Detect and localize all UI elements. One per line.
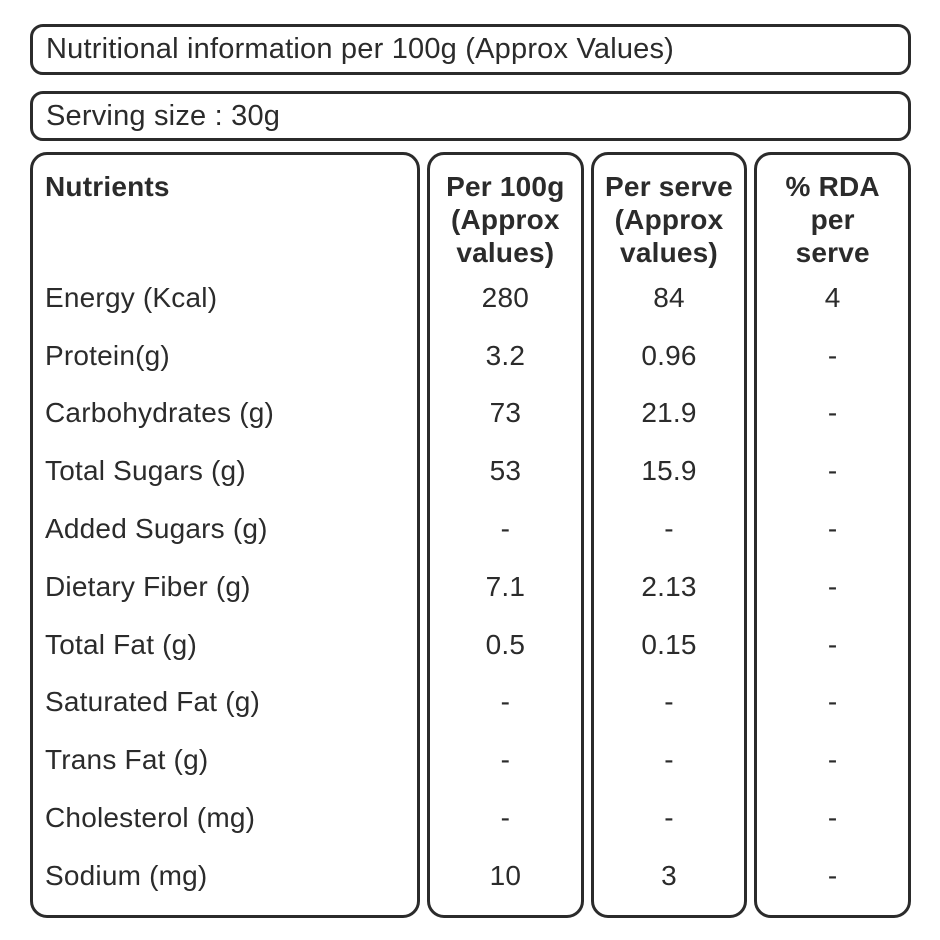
nutrient-label: Total Sugars (g)	[45, 455, 246, 487]
nutrient-label: Added Sugars (g)	[45, 513, 268, 545]
nutrient-value: 84	[653, 281, 685, 313]
nutrient-value: 15.9	[641, 455, 697, 487]
nutrient-value: -	[827, 455, 838, 487]
nutrient-value: -	[827, 628, 838, 660]
nutrient-value: 0.96	[641, 339, 697, 371]
nutrient-value: 53	[489, 455, 522, 487]
nutrient-value: 73	[489, 397, 522, 429]
nutrient-label: Carbohydrates (g)	[45, 397, 275, 429]
nutrient-value: 280	[481, 281, 529, 313]
nutrient-value: -	[500, 686, 511, 718]
nutrient-value: -	[827, 859, 838, 891]
nutrient-value: -	[664, 802, 674, 834]
nutrient-value: -	[827, 397, 838, 429]
nutrient-value: -	[664, 744, 674, 776]
nutrient-value: -	[827, 744, 838, 776]
nutrient-value: 3.2	[485, 339, 526, 371]
column-per-serve: Per serve (Approx values) 84 0.96 21.9 15.9…	[590, 152, 748, 918]
nutrient-value: -	[827, 802, 838, 834]
nutrient-label: Saturated Fat (g)	[45, 686, 261, 718]
nutrient-value: -	[827, 339, 838, 371]
header-line-per-serve-2: (Approx	[614, 204, 724, 235]
column-body-per-100g: 280 3.2 73 53 - 7.1 0.5 - - - 10	[430, 269, 581, 905]
nutrient-value: 3	[661, 859, 677, 891]
nutrient-value: 2.13	[641, 570, 697, 602]
header-text-nutrients: Nutrients	[45, 171, 170, 202]
nutrient-value: -	[827, 513, 838, 545]
serving-size-banner: Serving size : 30g	[30, 91, 911, 141]
column-header-per-serve: Per serve (Approx values)	[594, 155, 745, 269]
column-header-nutrients: Nutrients	[33, 155, 417, 269]
nutrition-info-banner: Nutritional information per 100g (Approx…	[30, 24, 911, 75]
header-line-per-100g-2: (Approx	[450, 204, 560, 235]
nutrient-value: -	[664, 686, 674, 718]
header-line-per-100g-3: values)	[456, 237, 555, 268]
column-body-nutrients: Energy (Kcal) Protein(g) Carbohydrates (g)…	[33, 269, 417, 905]
nutrient-value: 0.5	[485, 628, 526, 660]
nutrient-value: -	[827, 686, 838, 718]
column-body-per-serve: 84 0.96 21.9 15.9 - 2.13 0.15 - - - 3	[594, 269, 745, 905]
header-line-per-serve-1: Per serve	[605, 171, 733, 202]
nutrient-value: 4	[824, 281, 841, 313]
nutrient-value: 7.1	[485, 570, 526, 602]
header-line-per-100g-1: Per 100g	[446, 171, 565, 202]
nutrient-label: Cholesterol (mg)	[45, 802, 256, 834]
header-line-per-serve-3: values)	[620, 237, 718, 268]
header-line-rda-1: % RDA	[785, 171, 880, 202]
nutrient-label: Sodium (mg)	[45, 859, 208, 891]
column-rda: % RDA per serve 4 - - - - - - - - - -	[754, 152, 912, 918]
column-header-rda: % RDA per serve	[757, 155, 908, 269]
nutrient-value: -	[827, 570, 838, 602]
nutrient-value: -	[500, 744, 511, 776]
column-nutrients: Nutrients Energy (Kcal) Protein(g) Carbohy…	[30, 152, 420, 918]
nutrient-value: 10	[489, 859, 522, 891]
nutrient-label: Dietary Fiber (g)	[45, 570, 251, 602]
header-line-rda-2: per	[810, 204, 855, 235]
column-body-rda: 4 - - - - - - - - - -	[757, 269, 908, 905]
nutrient-label: Trans Fat (g)	[45, 744, 209, 776]
nutrient-label: Protein(g)	[45, 339, 170, 371]
nutrient-label: Total Fat (g)	[45, 628, 197, 660]
nutrient-value: 21.9	[641, 397, 697, 429]
column-header-per-100g: Per 100g (Approx values)	[430, 155, 581, 269]
header-line-rda-3: serve	[795, 237, 870, 268]
nutrient-label: Energy (Kcal)	[45, 281, 218, 313]
nutrition-info-banner-text: Nutritional information per 100g (Approx…	[46, 33, 675, 65]
nutrient-value: 0.15	[641, 628, 697, 660]
serving-size-banner-text: Serving size : 30g	[46, 99, 281, 132]
nutrition-table: Nutrients Energy (Kcal) Protein(g) Carbohy…	[30, 152, 912, 918]
nutrient-value: -	[664, 513, 674, 545]
column-per-100g: Per 100g (Approx values) 280 3.2 73 53 - 7.1 0…	[427, 152, 584, 918]
nutrient-value: -	[500, 802, 511, 834]
nutrient-value: -	[500, 513, 511, 545]
